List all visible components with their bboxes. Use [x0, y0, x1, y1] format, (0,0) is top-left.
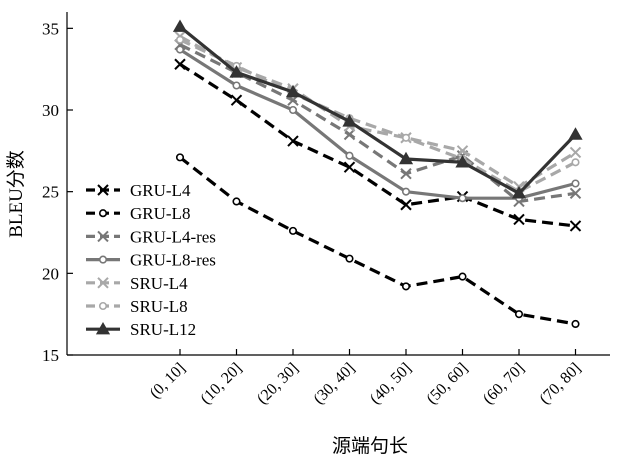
x-tick-label: (50, 60]	[423, 360, 471, 408]
legend-label: SRU-L12	[130, 320, 196, 339]
x-axis-label: 源端句长	[332, 435, 408, 457]
y-tick-label: 20	[42, 264, 59, 283]
x-ticks: (0, 10] (10, 20] (20, 30] (30, 40] (40, 50](…	[147, 349, 584, 408]
x-marker	[97, 184, 109, 196]
legend-label: GRU-L4-res	[130, 227, 216, 246]
series-line	[179, 35, 577, 189]
data-point	[455, 155, 470, 168]
legend-label: SRU-L4	[130, 274, 188, 293]
legend-item: GRU-L8-res	[86, 251, 216, 270]
series-layer	[172, 19, 583, 329]
series-sru-l4	[174, 30, 582, 193]
data-point	[458, 194, 467, 203]
series-line	[179, 48, 576, 200]
series-line	[178, 25, 577, 195]
data-point	[458, 272, 467, 281]
x-marker	[97, 277, 109, 289]
data-point	[513, 213, 525, 226]
data-point	[401, 282, 411, 291]
circle-marker	[98, 255, 108, 264]
x-tick-label: (10, 20]	[197, 360, 245, 408]
x-tick-label: (70, 80]	[536, 360, 584, 408]
triangle-marker	[95, 321, 111, 335]
data-point	[175, 35, 185, 44]
legend-item: GRU-L4	[86, 181, 191, 200]
data-point	[398, 151, 414, 165]
y-tick-label: 15	[42, 346, 59, 365]
x-tick-label: (40, 50]	[367, 360, 415, 408]
data-point	[232, 81, 241, 90]
x-marker	[97, 230, 109, 243]
legend-label: GRU-L4	[130, 181, 191, 200]
data-point	[511, 186, 527, 199]
data-point	[569, 187, 582, 200]
data-point	[345, 254, 354, 263]
data-point	[456, 145, 469, 157]
data-point	[230, 94, 243, 106]
data-point	[401, 133, 411, 142]
y-tick-label: 30	[42, 101, 59, 120]
data-point	[174, 58, 186, 70]
y-tick-label: 25	[42, 183, 59, 202]
circle-marker	[98, 301, 108, 311]
legend-item: GRU-L8	[86, 204, 190, 223]
data-point	[400, 167, 412, 180]
data-point	[288, 105, 298, 115]
data-point	[514, 310, 524, 319]
legend-item: SRU-L8	[86, 297, 188, 316]
y-axis-label: BLEU分数	[5, 150, 27, 238]
data-point	[285, 84, 301, 98]
series-line	[179, 38, 577, 194]
legend-label: SRU-L8	[130, 297, 188, 316]
data-point	[287, 135, 299, 147]
legend-item: GRU-L4-res	[86, 227, 216, 246]
series-gru-l4	[174, 58, 582, 232]
data-point	[229, 65, 244, 78]
data-point	[401, 187, 411, 196]
y-tick-label: 35	[42, 19, 59, 38]
data-point	[571, 319, 580, 329]
legend: GRU-L4 GRU-L8 GRU-L4-res GRU-L8-res SRU-L4 SR…	[86, 181, 216, 339]
data-point	[175, 45, 185, 54]
data-point	[343, 128, 356, 141]
data-point	[175, 153, 185, 162]
legend-item: SRU-L12	[86, 320, 196, 339]
data-point	[345, 151, 354, 160]
x-tick-label: (20, 30]	[254, 360, 302, 408]
legend-label: GRU-L8-res	[130, 251, 216, 270]
series-gru-l8	[175, 153, 580, 329]
data-point	[569, 146, 582, 159]
circle-marker	[98, 209, 108, 218]
data-point	[568, 127, 583, 140]
data-point	[569, 220, 582, 232]
data-point	[400, 199, 412, 211]
data-point	[343, 161, 356, 173]
data-point	[172, 19, 188, 32]
data-point	[571, 158, 580, 167]
x-tick-label: (60, 70]	[480, 360, 528, 408]
data-point	[232, 197, 241, 206]
series-line	[179, 62, 576, 228]
data-point	[342, 114, 357, 127]
data-point	[571, 179, 580, 188]
series-line	[179, 156, 576, 326]
legend-label: GRU-L8	[130, 204, 190, 223]
legend-item: SRU-L4	[86, 274, 188, 293]
x-tick-label: (30, 40]	[310, 360, 358, 408]
y-ticks: 15 20 25 30 35	[42, 19, 73, 365]
series-sru-l12	[172, 19, 583, 199]
data-point	[288, 226, 298, 235]
x-tick-label: (0, 10]	[147, 360, 189, 402]
series-sru-l8	[175, 35, 580, 196]
